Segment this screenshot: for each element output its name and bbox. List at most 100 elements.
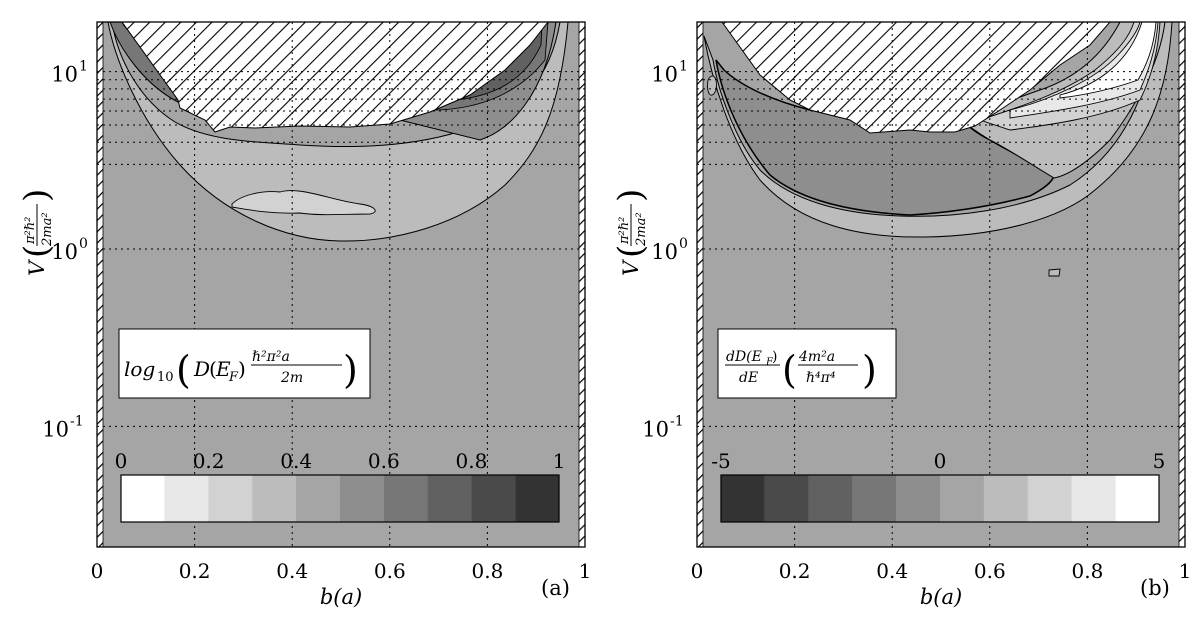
svg-text:(: (	[782, 348, 797, 392]
panel-b-left-blob	[707, 75, 717, 96]
panel-b-ylabel: V ( π²ℏ² 2ma² )	[611, 189, 651, 276]
colorbar-cell	[164, 475, 209, 522]
x-tick-label: 0.4	[276, 559, 308, 583]
svg-text:4m²a: 4m²a	[798, 349, 835, 365]
svg-text:E: E	[215, 357, 231, 381]
svg-text:1: 1	[679, 59, 688, 75]
y-tick-label: 10 -1	[642, 413, 683, 441]
svg-text:F: F	[765, 357, 774, 368]
svg-text:(: (	[17, 245, 57, 258]
panel-b-colorbar	[720, 474, 1160, 523]
panel-b-inset-box	[717, 328, 897, 399]
colorbar-cell	[383, 475, 428, 522]
svg-text:V: V	[619, 259, 643, 276]
svg-text:(: (	[209, 357, 217, 381]
svg-text:1: 1	[79, 59, 88, 75]
svg-text:(: (	[611, 245, 651, 258]
svg-text:ℏ²π²a: ℏ²π²a	[252, 349, 290, 365]
colorbar-frame	[120, 474, 560, 523]
panel-b-right-strip	[1178, 21, 1186, 548]
x-tick-label: 0.4	[876, 559, 908, 583]
x-tick-label: 0.6	[374, 559, 406, 583]
panel-b-excluded-region	[721, 21, 1112, 134]
colorbar-cell	[852, 475, 897, 522]
x-tick-label: 0.2	[779, 559, 811, 583]
panel-b-frame	[696, 21, 1186, 548]
colorbar-tick-label: 0.6	[368, 449, 400, 473]
svg-text:): )	[611, 189, 651, 202]
colorbar-frame	[720, 474, 1160, 523]
panel-a-colorbar	[120, 474, 560, 523]
panel-a-xlabel: b(a)	[320, 585, 362, 609]
colorbar-cell	[208, 475, 253, 522]
svg-text:): )	[862, 348, 877, 392]
x-tick-label: 0.8	[1071, 559, 1103, 583]
colorbar-cell	[1115, 475, 1159, 522]
panel-b-small-blob	[1048, 268, 1061, 277]
svg-text:π²ℏ²: π²ℏ²	[23, 217, 38, 245]
panel-a-x-tick-labels: 0 0.2 0.4 0.6 0.8 1	[91, 559, 592, 583]
x-tick-label: 1	[579, 559, 592, 583]
svg-text:π²ℏ²: π²ℏ²	[617, 217, 632, 245]
colorbar-tick-label: 5	[1153, 449, 1166, 473]
colorbar-tick-label: -5	[711, 449, 730, 473]
x-tick-label: 0.8	[471, 559, 503, 583]
svg-text:): )	[238, 357, 246, 381]
svg-text:10: 10	[651, 63, 678, 87]
colorbar-cell	[1027, 475, 1072, 522]
y-tick-label: 10 1	[51, 59, 88, 87]
y-tick-label: 10 -1	[42, 413, 83, 441]
panel-b: dD(E F ) dE ( 4m²a ℏ⁴π⁴ ) -5 0 5 0 0.2 0.4 0.…	[611, 21, 1192, 609]
svg-text:2m: 2m	[280, 370, 303, 386]
colorbar-cell	[340, 475, 384, 522]
svg-text:10: 10	[157, 370, 174, 385]
panel-b-colorbar-labels: -5 0 5	[711, 449, 1165, 473]
svg-text:-1: -1	[670, 413, 684, 429]
colorbar-cell	[1071, 475, 1116, 522]
colorbar-cell	[121, 475, 165, 522]
panel-a-frame	[96, 21, 586, 548]
svg-text:): )	[17, 189, 57, 202]
colorbar-cell	[808, 475, 853, 522]
colorbar-cell	[721, 475, 765, 522]
svg-text:dE: dE	[739, 370, 758, 386]
panel-b-label: (b)	[1140, 576, 1170, 600]
colorbar-cell	[764, 475, 809, 522]
colorbar-tick-label: 0	[934, 449, 947, 473]
x-tick-label: 0.2	[179, 559, 211, 583]
colorbar-cell	[427, 475, 472, 522]
svg-text:10: 10	[642, 417, 669, 441]
panel-a-left-strip	[96, 21, 104, 548]
y-tick-label: 10 1	[651, 59, 688, 87]
svg-text:D: D	[193, 357, 210, 381]
x-tick-label: 1	[1179, 559, 1192, 583]
svg-text:0: 0	[679, 236, 688, 252]
colorbar-cell	[940, 475, 984, 522]
colorbar-tick-label: 0.2	[193, 449, 225, 473]
panel-a-right-strip	[578, 21, 586, 548]
panel-a-ylabel: V ( π²ℏ² 2ma² )	[17, 189, 57, 276]
x-tick-label: 0	[91, 559, 104, 583]
svg-text:10: 10	[651, 240, 678, 264]
svg-text:2ma²: 2ma²	[40, 212, 55, 247]
svg-text:ℏ⁴π⁴: ℏ⁴π⁴	[806, 370, 836, 386]
svg-text:-1: -1	[70, 413, 84, 429]
panel-a-label: (a)	[541, 576, 570, 600]
colorbar-cell	[983, 475, 1028, 522]
svg-text:F: F	[228, 370, 239, 385]
colorbar-cell	[296, 475, 340, 522]
panel-a-inset-box	[118, 328, 371, 399]
svg-text:0: 0	[79, 236, 88, 252]
panel-b-band-upper-right-white	[1059, 21, 1157, 99]
colorbar-tick-label: 0.8	[455, 449, 487, 473]
panel-a-colorbar-labels: 0 0.2 0.4 0.6 0.8 1	[115, 449, 566, 473]
panel-b-inset-title: dD(E F ) dE ( 4m²a ℏ⁴π⁴ )	[725, 348, 877, 392]
colorbar-tick-label: 0.4	[280, 449, 312, 473]
colorbar-tick-label: 1	[553, 449, 566, 473]
panel-b-x-tick-labels: 0 0.2 0.4 0.6 0.8 1	[691, 559, 1192, 583]
colorbar-cell	[471, 475, 516, 522]
colorbar-cell	[515, 475, 559, 522]
panel-a-island	[231, 190, 376, 216]
